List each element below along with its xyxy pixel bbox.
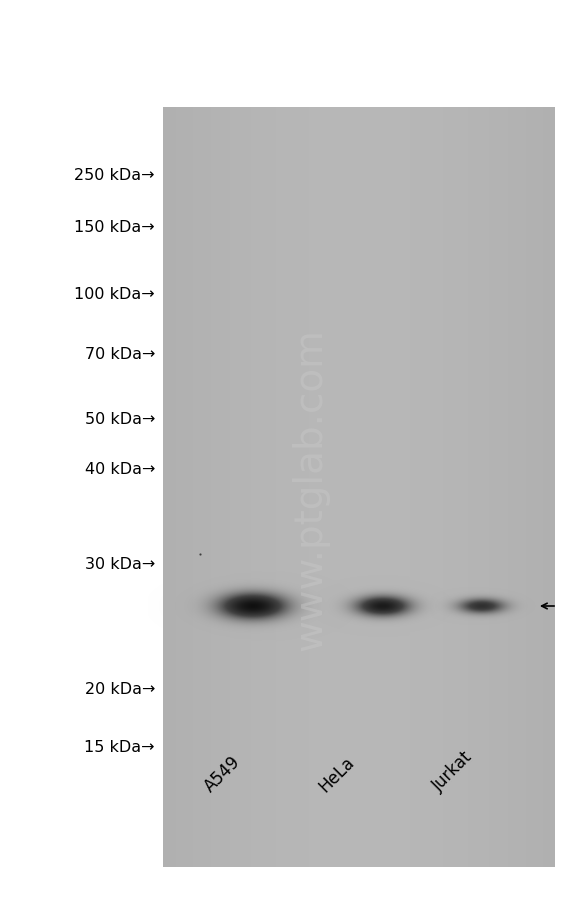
- Text: HeLa: HeLa: [315, 752, 357, 795]
- Text: Jurkat: Jurkat: [429, 748, 476, 795]
- Text: www.ptglab.com: www.ptglab.com: [291, 328, 329, 650]
- Text: 250 kDa→: 250 kDa→: [75, 167, 155, 182]
- Text: 20 kDa→: 20 kDa→: [84, 682, 155, 696]
- Text: 30 kDa→: 30 kDa→: [85, 557, 155, 572]
- Text: 40 kDa→: 40 kDa→: [84, 462, 155, 477]
- Text: 100 kDa→: 100 kDa→: [74, 287, 155, 302]
- Text: A549: A549: [201, 751, 244, 795]
- Text: 50 kDa→: 50 kDa→: [84, 412, 155, 427]
- Text: 150 kDa→: 150 kDa→: [74, 220, 155, 235]
- Text: 70 kDa→: 70 kDa→: [84, 347, 155, 362]
- Text: 15 kDa→: 15 kDa→: [84, 740, 155, 755]
